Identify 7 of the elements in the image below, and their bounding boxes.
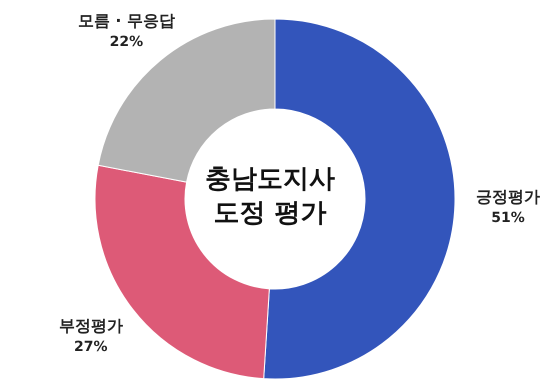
slice-label: 부정평가 [58,316,123,336]
slice-label: 긍정평가 [476,186,540,206]
data-label: 51% [491,210,525,226]
data-label: 27% [74,339,108,356]
text: 충남도지사 도정 평가 [205,164,335,228]
data-label: 22% [110,34,144,50]
slice-label: 모름 · 무응답 [78,11,176,30]
